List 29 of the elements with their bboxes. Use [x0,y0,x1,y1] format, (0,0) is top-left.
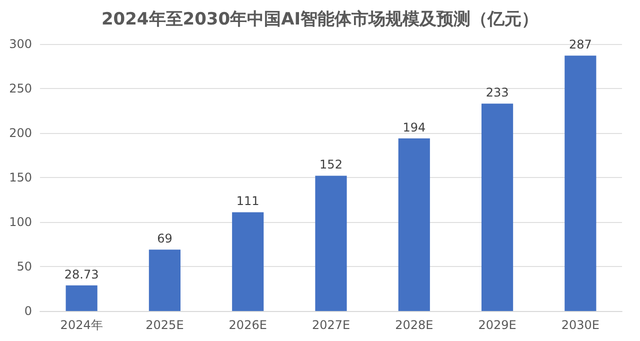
data-label: 152 [320,158,342,172]
bar [481,104,514,311]
bar [564,56,596,311]
data-label: 111 [236,194,260,208]
chart-title: 2024年至2030年中国AI智能体市场规模及预测（亿元） [101,10,539,30]
x-tick-label: 2024年 [60,318,103,332]
x-tick-label: 2026E [228,318,267,332]
bar [232,212,264,311]
bar [315,176,347,311]
data-label: 69 [157,232,172,246]
x-tick-label: 2028E [395,318,434,332]
bar [148,250,181,311]
y-tick-label: 300 [9,37,32,51]
data-label: 233 [486,86,509,100]
bar [398,138,430,311]
bar [66,285,98,311]
x-tick-label: 2030E [561,318,600,332]
y-tick-label: 200 [9,126,32,140]
x-tick-label: 2029E [478,318,516,332]
x-tick-label: 2025E [146,318,184,332]
data-label: 287 [568,38,592,52]
data-label: 194 [402,120,426,134]
y-tick-label: 150 [9,170,32,184]
x-tick-label: 2027E [312,318,350,332]
y-tick-label: 250 [9,82,32,96]
y-tick-label: 0 [24,304,32,318]
y-tick-label: 50 [16,260,32,274]
data-label: 28.73 [64,267,99,282]
y-tick-label: 100 [9,215,32,229]
